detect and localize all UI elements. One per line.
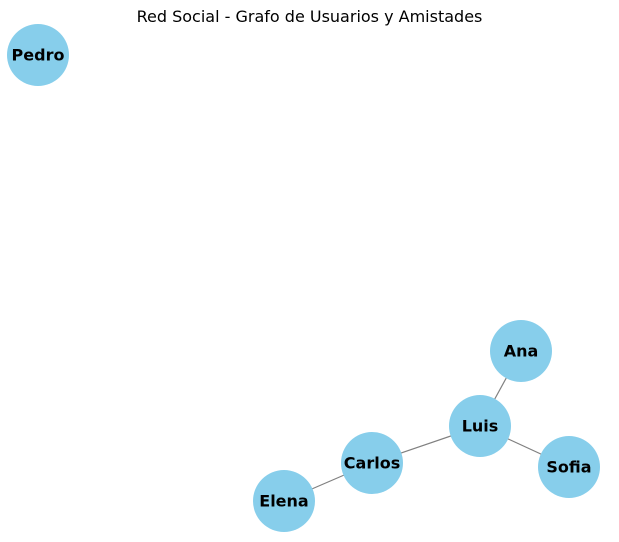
node-ana: Ana (490, 320, 552, 382)
node-circle-ana (490, 320, 552, 382)
node-circle-carlos (341, 432, 403, 494)
node-pedro: Pedro (7, 24, 69, 86)
node-label-pedro: Pedro (12, 46, 65, 65)
node-label-carlos: Carlos (344, 454, 400, 473)
node-circle-pedro (7, 24, 69, 86)
node-carlos: Carlos (341, 432, 403, 494)
graph-title: Red Social - Grafo de Usuarios y Amistad… (136, 7, 483, 26)
node-label-sofia: Sofia (546, 458, 591, 477)
node-circle-sofia (538, 436, 600, 498)
node-elena: Elena (253, 470, 315, 532)
node-sofia: Sofia (538, 436, 600, 498)
node-luis: Luis (449, 395, 511, 457)
nodes-layer: Pedro Ana Luis Carlos Sofia Elena (7, 24, 600, 532)
node-circle-elena (253, 470, 315, 532)
node-label-luis: Luis (462, 417, 499, 436)
node-circle-luis (449, 395, 511, 457)
node-label-ana: Ana (504, 342, 539, 361)
node-label-elena: Elena (259, 492, 308, 511)
